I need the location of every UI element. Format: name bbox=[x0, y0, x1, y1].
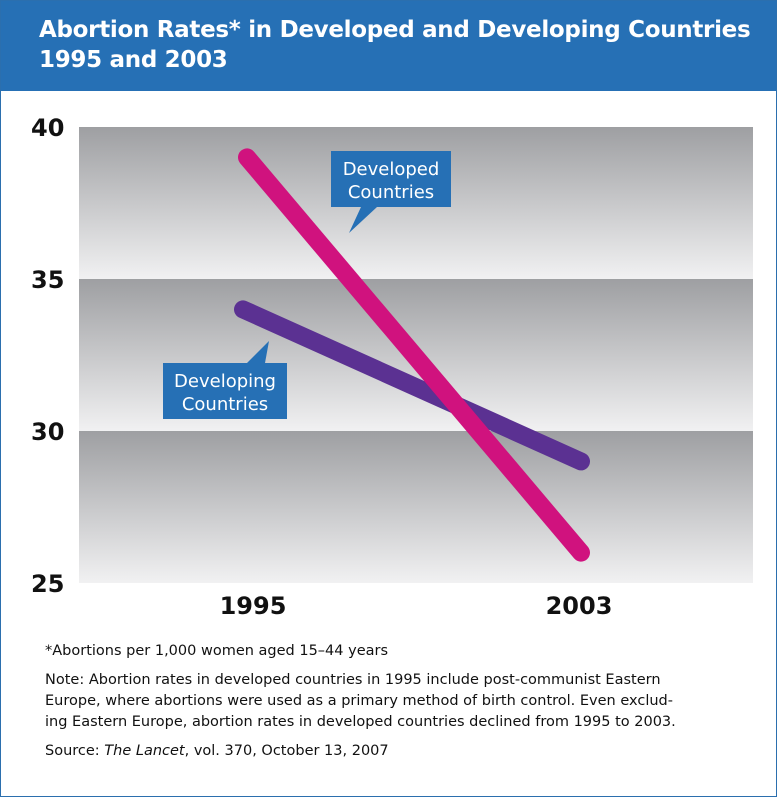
chart-title-line-2: 1995 and 2003 bbox=[39, 47, 228, 73]
footnote: *Abortions per 1,000 women aged 15–44 ye… bbox=[45, 643, 389, 659]
y-axis: 25 30 35 40 bbox=[31, 114, 64, 598]
note-text: Note: Abortion rates in developed countr… bbox=[45, 670, 755, 733]
y-tick-label: 35 bbox=[31, 266, 64, 294]
series-line-developed bbox=[238, 148, 590, 562]
x-tick-label: 1995 bbox=[220, 592, 287, 620]
series-label-line-1: Developed bbox=[343, 159, 440, 180]
series-label-line-2: Countries bbox=[348, 182, 434, 203]
y-tick-label: 40 bbox=[31, 114, 64, 142]
source-text: Source: The Lancet, vol. 370, October 13… bbox=[45, 741, 755, 762]
notes-block: *Abortions per 1,000 women aged 15–44 ye… bbox=[45, 641, 755, 770]
callout-pointer bbox=[247, 341, 269, 363]
series-line-developing bbox=[234, 300, 590, 471]
source-rest: , vol. 370, October 13, 2007 bbox=[184, 743, 389, 759]
source-title: The Lancet bbox=[104, 743, 185, 759]
title-banner: Abortion Rates* in Developed and Develop… bbox=[1, 1, 776, 91]
chart-title: Abortion Rates* in Developed and Develop… bbox=[39, 15, 759, 75]
callout-box bbox=[331, 151, 451, 207]
grid-band bbox=[79, 431, 753, 583]
y-tick-label: 30 bbox=[31, 418, 64, 446]
note-line-2: Europe, where abortions were used as a p… bbox=[45, 693, 673, 709]
chart-title-line-1: Abortion Rates* in Developed and Develop… bbox=[39, 17, 751, 43]
callout-pointer bbox=[349, 207, 377, 233]
source-prefix: Source: bbox=[45, 743, 105, 759]
series-lines bbox=[234, 148, 590, 562]
x-axis: 1995 2003 bbox=[220, 592, 613, 620]
series-label-line-1: Developing bbox=[174, 371, 276, 392]
note-line-1: Note: Abortion rates in developed countr… bbox=[45, 672, 661, 688]
x-tick-label: 2003 bbox=[546, 592, 613, 620]
series-label-line-2: Countries bbox=[182, 394, 268, 415]
note-line-3: ing Eastern Europe, abortion rates in de… bbox=[45, 714, 676, 730]
callout-box bbox=[163, 363, 287, 419]
y-tick-label: 25 bbox=[31, 570, 64, 598]
